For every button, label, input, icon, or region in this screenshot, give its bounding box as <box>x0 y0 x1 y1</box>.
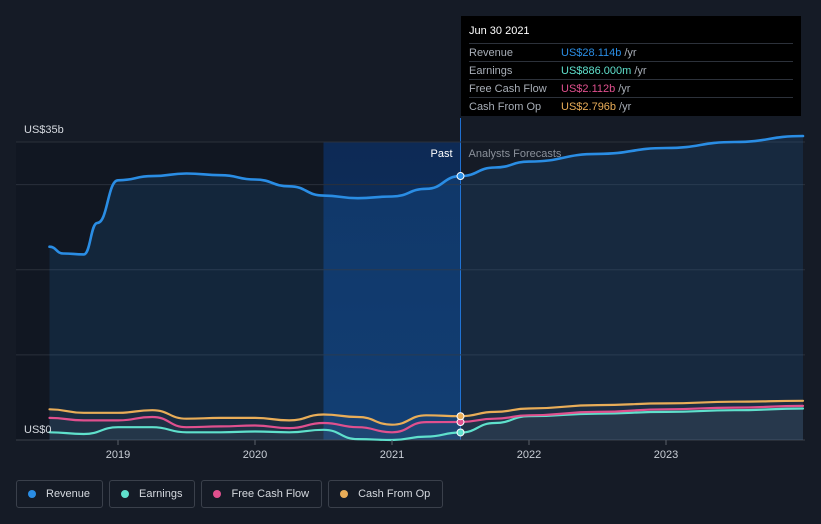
tooltip-label: Revenue <box>469 46 514 59</box>
marker-revenue <box>456 172 465 181</box>
past-label: Past <box>430 148 452 160</box>
highlight-band <box>323 142 461 440</box>
tooltip-value: US$2.796b <box>561 100 617 113</box>
legend-item-revenue[interactable]: Revenue <box>16 480 104 508</box>
marker-cash-from-op <box>456 412 465 421</box>
x-tick-label: 2019 <box>106 449 130 461</box>
tooltip-date: Jun 30 2021 <box>469 25 530 37</box>
series-line-revenue <box>48 134 805 256</box>
tooltip-label: Cash From Op <box>469 100 542 113</box>
tooltip-value: US$2.112b <box>561 82 616 95</box>
legend-label: Revenue <box>46 488 91 500</box>
grid-lines <box>16 141 805 441</box>
x-tick-label: 2022 <box>517 449 541 461</box>
tooltip-unit: /yr <box>634 64 647 77</box>
legend-dot-icon <box>340 490 349 498</box>
legend-item-free-cash-flow[interactable]: Free Cash Flow <box>201 480 323 508</box>
tooltip-unit: /yr <box>619 100 632 113</box>
legend-label: Earnings <box>139 488 183 500</box>
y-tick-label: US$0 <box>24 424 52 436</box>
forecast-label: Analysts Forecasts <box>469 148 562 160</box>
hover-markers <box>456 172 465 437</box>
legend-item-cash-from-op[interactable]: Cash From Op <box>328 480 444 508</box>
series-line-earnings <box>48 407 805 442</box>
y-tick-label: US$35b <box>24 124 64 136</box>
tooltip-unit: /yr <box>624 46 637 59</box>
chart: US$35b US$0 2019 2020 2021 2022 2023 Past Analys… <box>16 118 805 461</box>
tooltip: Jun 30 2021 Revenue US$28.114b /yr Earni… <box>461 16 801 116</box>
tooltip-row-revenue: Revenue US$28.114b /yr <box>469 43 793 61</box>
chart-background <box>16 118 461 440</box>
legend-dot-icon <box>121 490 130 498</box>
legend-label: Cash From Op <box>358 488 431 500</box>
x-tick-label: 2021 <box>380 449 404 461</box>
legend-dot-icon <box>28 490 36 498</box>
legend-label: Free Cash Flow <box>231 488 310 500</box>
series-line-cash-from-op <box>48 399 805 426</box>
x-tick-label: 2023 <box>654 449 678 461</box>
area-revenue <box>49 136 803 440</box>
series-lines <box>48 134 805 442</box>
tooltip-row-free-cash-flow: Free Cash Flow US$2.112b /yr <box>469 79 793 97</box>
series-line-free-cash-flow <box>48 404 805 434</box>
axes: US$35b US$0 2019 2020 2021 2022 2023 Past Analys… <box>24 124 678 461</box>
x-tick-label: 2020 <box>243 449 267 461</box>
tooltip-unit: /yr <box>618 82 631 95</box>
marker-earnings <box>456 428 465 437</box>
tooltip-label: Free Cash Flow <box>469 82 547 95</box>
legend-item-earnings[interactable]: Earnings <box>109 480 196 508</box>
legend: Revenue Earnings Free Cash Flow Cash Fro… <box>16 480 444 508</box>
tooltip-value: US$28.114b <box>561 46 622 59</box>
tooltip-row-cash-from-op: Cash From Op US$2.796b /yr <box>469 97 793 115</box>
legend-dot-icon <box>213 490 222 498</box>
tooltip-value: US$886.000m <box>561 64 632 77</box>
tooltip-row-earnings: Earnings US$886.000m /yr <box>469 61 793 79</box>
tooltip-label: Earnings <box>469 64 513 77</box>
